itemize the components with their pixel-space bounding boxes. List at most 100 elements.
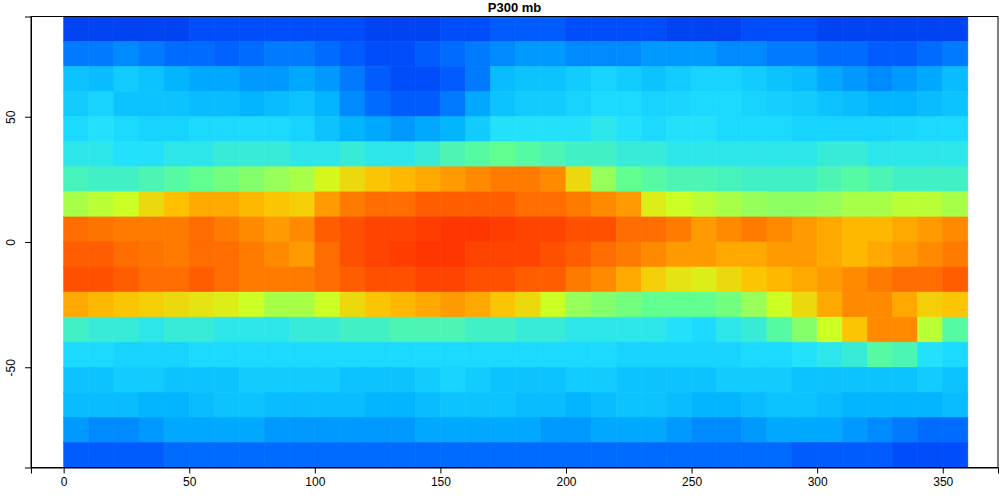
heat-cell <box>742 42 767 67</box>
heat-cell <box>64 392 89 417</box>
heat-cell <box>340 92 365 117</box>
heat-cell <box>867 217 892 242</box>
heat-cell <box>315 142 340 167</box>
heat-cell <box>340 392 365 417</box>
x-tick-mark <box>817 468 818 474</box>
heat-cell <box>792 142 817 167</box>
heat-cell <box>918 192 943 217</box>
heat-cell <box>340 167 365 192</box>
heat-cell <box>918 117 943 142</box>
heat-cell <box>616 242 641 267</box>
heat-cell <box>666 267 691 292</box>
heat-cell <box>139 167 164 192</box>
heat-cell <box>139 367 164 392</box>
heat-cell <box>491 217 516 242</box>
heat-cell <box>817 242 842 267</box>
heat-cell <box>591 442 616 467</box>
heat-cell <box>918 442 943 467</box>
heat-cell <box>164 42 189 67</box>
heat-cell <box>164 417 189 442</box>
heat-cell <box>717 242 742 267</box>
heat-cell <box>491 267 516 292</box>
heat-cell <box>742 217 767 242</box>
heat-cell <box>164 142 189 167</box>
x-tick-mark <box>440 468 441 474</box>
heat-cell <box>516 117 541 142</box>
heat-cell <box>164 342 189 367</box>
heat-cell <box>566 17 591 42</box>
heat-cell <box>767 167 792 192</box>
heat-cell <box>114 317 139 342</box>
heat-cell <box>89 292 114 317</box>
heat-cell <box>792 317 817 342</box>
x-tick-label: 200 <box>556 475 576 489</box>
heat-cell <box>466 392 491 417</box>
heat-cell <box>516 442 541 467</box>
y-tick: 0 <box>4 239 31 246</box>
heat-cell <box>666 167 691 192</box>
x-tick: 100 <box>305 468 325 490</box>
heat-cell <box>214 192 239 217</box>
heat-cell <box>767 242 792 267</box>
heat-cell <box>717 42 742 67</box>
heat-cell <box>591 67 616 92</box>
cells <box>64 17 968 468</box>
heat-cell <box>466 442 491 467</box>
heat-cell <box>189 292 214 317</box>
heat-cell <box>918 392 943 417</box>
heat-cell <box>717 392 742 417</box>
heat-cell <box>641 417 666 442</box>
heat-cell <box>918 417 943 442</box>
heat-cell <box>541 17 566 42</box>
heat-cell <box>867 142 892 167</box>
heat-cell <box>541 217 566 242</box>
heat-cell <box>440 17 465 42</box>
heat-cell <box>516 342 541 367</box>
heat-cell <box>390 117 415 142</box>
heat-cell <box>340 267 365 292</box>
heat-cell <box>491 242 516 267</box>
y-tick-label: -50 <box>4 359 18 377</box>
heat-cell <box>742 392 767 417</box>
x-tick-label: 50 <box>183 475 197 489</box>
heat-cell <box>918 17 943 42</box>
heat-cell <box>616 167 641 192</box>
heat-cell <box>365 17 390 42</box>
heat-cell <box>365 167 390 192</box>
heat-cell <box>591 142 616 167</box>
heat-cell <box>893 67 918 92</box>
heat-cell <box>918 242 943 267</box>
heat-cell <box>390 42 415 67</box>
heat-cell <box>918 367 943 392</box>
heat-cell <box>265 217 290 242</box>
heat-cell <box>139 17 164 42</box>
heat-cell <box>164 317 189 342</box>
heat-cell <box>89 242 114 267</box>
heat-cell <box>566 392 591 417</box>
heat-cell <box>390 267 415 292</box>
heat-cell <box>89 367 114 392</box>
heat-cell <box>893 342 918 367</box>
heat-cell <box>792 292 817 317</box>
heat-cell <box>616 42 641 67</box>
heat-cell <box>415 67 440 92</box>
x-tick-label: 350 <box>933 475 953 489</box>
heat-cell <box>717 17 742 42</box>
heat-cell <box>64 292 89 317</box>
heat-cell <box>390 367 415 392</box>
heat-cell <box>315 417 340 442</box>
heat-cell <box>918 342 943 367</box>
heat-cell <box>918 42 943 67</box>
heat-cell <box>591 167 616 192</box>
heat-cell <box>516 317 541 342</box>
heat-cell <box>641 167 666 192</box>
heat-cell <box>666 142 691 167</box>
heat-cell <box>390 17 415 42</box>
heat-cell <box>692 442 717 467</box>
heat-cell <box>365 117 390 142</box>
heat-cell <box>742 67 767 92</box>
heat-cell <box>641 142 666 167</box>
heat-cell <box>516 392 541 417</box>
heat-cell <box>591 217 616 242</box>
heat-cell <box>415 392 440 417</box>
